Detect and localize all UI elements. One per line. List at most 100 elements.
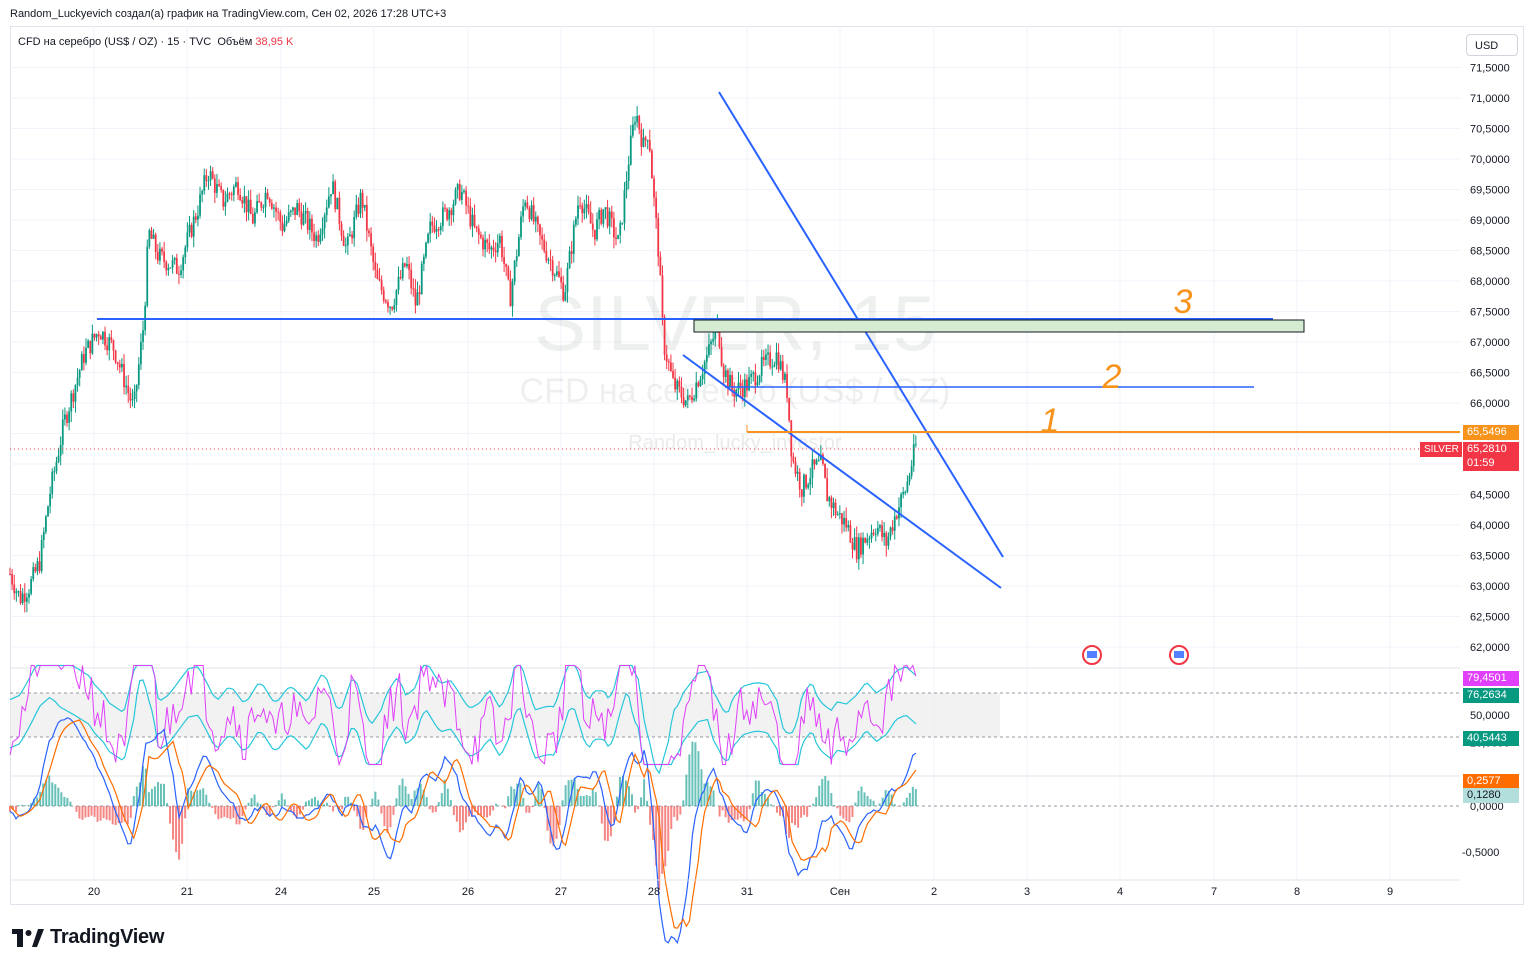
y-axis-label: 69,5000 — [1470, 185, 1510, 197]
candle-body — [610, 211, 613, 219]
macd-bar — [238, 806, 241, 825]
candle-body — [74, 385, 77, 402]
candle-body — [564, 292, 567, 301]
candle-body — [129, 393, 132, 401]
candle-body — [454, 189, 457, 205]
candle-body — [17, 591, 20, 593]
macd-bar — [178, 806, 181, 860]
candle-body — [813, 459, 816, 465]
x-axis-label: 20 — [88, 886, 100, 898]
y-axis-label: 62,5000 — [1470, 612, 1510, 624]
macd-bar — [344, 796, 347, 806]
candle-body — [270, 202, 273, 209]
tradingview-logo[interactable]: TradingView — [12, 926, 164, 949]
macd-bar — [721, 806, 724, 811]
y-axis-label: 64,5000 — [1470, 490, 1510, 502]
macd-bar — [126, 806, 129, 825]
candle-body — [19, 591, 22, 604]
macd-bar — [706, 782, 709, 806]
currency-button[interactable]: USD — [1466, 34, 1518, 56]
macd-bar — [911, 786, 914, 806]
candle-body — [532, 205, 535, 222]
macd-bar — [673, 806, 676, 817]
macd-axis-label: -0,5000 — [1462, 847, 1499, 859]
candle-body — [906, 481, 909, 492]
candle-body — [803, 474, 805, 497]
candle-body — [382, 290, 385, 301]
macd-bar — [380, 806, 383, 814]
candle-body — [226, 193, 229, 202]
macd-bar — [603, 806, 606, 841]
macd-bar — [395, 798, 398, 806]
wedge-lower-line — [682, 354, 1002, 589]
macd-bar — [199, 789, 202, 806]
macd-bar — [588, 796, 591, 806]
candle-body — [718, 319, 721, 347]
macd-bar — [205, 794, 208, 806]
candle-body — [893, 516, 896, 531]
macd-bar — [567, 780, 570, 806]
candle-body — [712, 338, 715, 342]
candle-body — [239, 194, 242, 201]
candle-body — [809, 477, 812, 485]
candle-body — [602, 209, 605, 224]
macd-bar — [887, 790, 890, 806]
candle-body — [203, 175, 206, 192]
candle-body — [625, 181, 628, 191]
macd-bar — [627, 786, 630, 806]
rsi-band-upper — [9, 664, 917, 775]
candle-body — [908, 475, 911, 482]
macd-bar — [30, 803, 33, 806]
candle-body — [536, 216, 539, 225]
candle-body — [201, 191, 204, 195]
macd-bar — [42, 783, 45, 806]
candle-body — [883, 532, 886, 538]
countdown-label: 01:59 — [1463, 456, 1519, 471]
macd-bar — [9, 806, 11, 812]
macd-bar — [389, 806, 392, 828]
candle-body — [758, 375, 761, 383]
macd-bar — [202, 788, 205, 806]
candle-body — [646, 140, 649, 142]
x-axis-label: 2 — [931, 886, 937, 898]
candle-body — [786, 373, 788, 398]
macd-bar — [166, 803, 169, 806]
candle-body — [551, 260, 554, 276]
candle-body — [148, 230, 151, 247]
candle-body — [292, 207, 294, 211]
chart-legend[interactable]: CFD на серебро (US$ / OZ) · 15 · TVC Объ… — [18, 36, 293, 48]
macd-bar — [329, 806, 332, 807]
macd-bar — [217, 806, 220, 820]
macd-bar — [301, 806, 304, 810]
candle-body — [788, 397, 791, 421]
candle-body — [131, 399, 134, 401]
candle-body — [769, 352, 772, 367]
macd-bar — [766, 797, 769, 806]
tradingview-logo-text: TradingView — [50, 926, 165, 948]
macd-bar — [661, 806, 664, 874]
macd-bar — [902, 802, 905, 806]
candle-body — [689, 395, 691, 397]
macd-bar — [431, 806, 434, 813]
macd-bar — [839, 806, 842, 816]
macd-bar — [304, 801, 307, 806]
macd-bar — [295, 806, 298, 819]
macd-bar — [15, 806, 18, 812]
candle-body — [97, 334, 100, 337]
candle-body — [391, 307, 394, 310]
macd-bar — [413, 790, 416, 806]
candle-body — [805, 474, 807, 488]
candle-body — [427, 233, 429, 243]
candle-body — [849, 525, 852, 543]
macd-bar — [398, 785, 401, 806]
candle-body — [570, 251, 573, 254]
macd-bar — [18, 805, 21, 806]
macd-bar — [383, 806, 386, 827]
macd-bar — [223, 806, 226, 817]
macd-bar — [310, 798, 313, 806]
candle-body — [900, 494, 902, 508]
candle-body — [83, 354, 85, 363]
watermark-author: Random_lucky_investor — [628, 432, 842, 454]
candle-body — [281, 221, 284, 232]
